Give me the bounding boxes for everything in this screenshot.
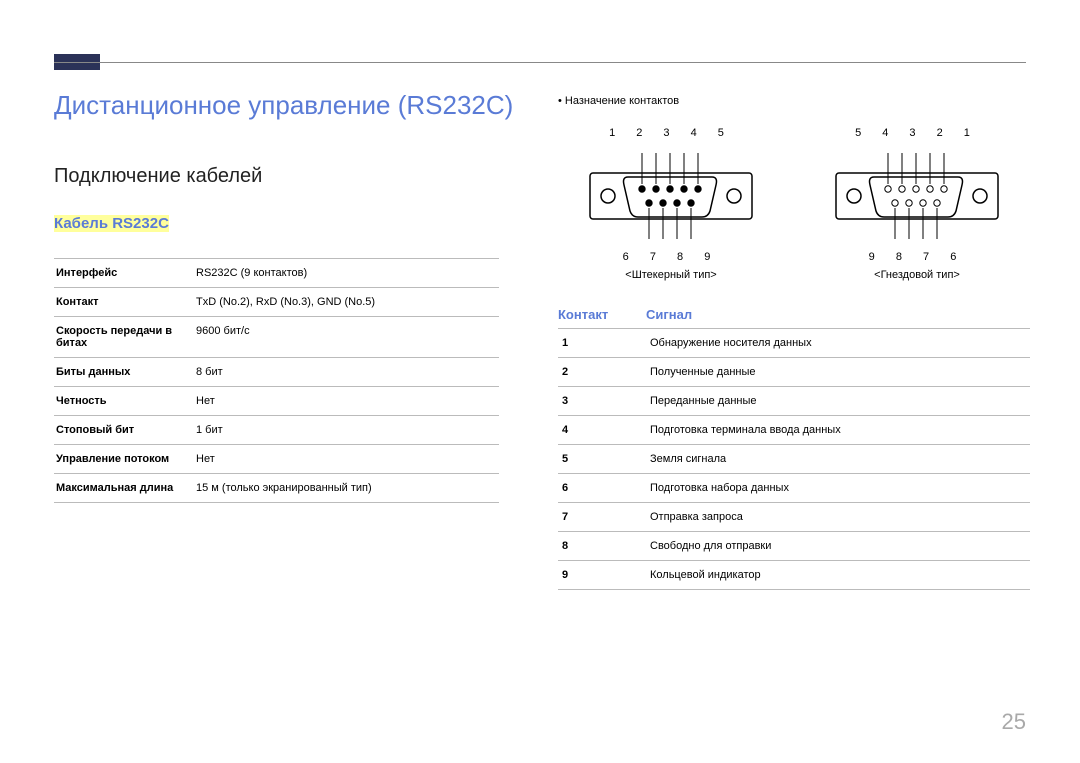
section-subtitle: Подключение кабелей	[54, 165, 262, 188]
signal-row: 1Обнаружение носителя данных	[558, 329, 1030, 358]
pin-numbers-bottom: 6 7 8 9	[558, 251, 784, 263]
header-rule	[54, 62, 1026, 63]
page-title: Дистанционное управление (RS232C)	[54, 90, 513, 121]
spec-table: ИнтерфейсRS232C (9 контактов)КонтактTxD …	[54, 258, 499, 503]
cable-section-title: Кабель RS232C	[54, 215, 169, 232]
spec-row: Управление потокомНет	[54, 445, 499, 474]
spec-row: КонтактTxD (No.2), RxD (No.3), GND (No.5…	[54, 288, 499, 317]
signal-row: 6Подготовка набора данных	[558, 474, 1030, 503]
signal-table: 1Обнаружение носителя данных2Полученные …	[558, 328, 1030, 590]
connector-label: <Штекерный тип>	[558, 269, 784, 281]
pin-numbers-top: 1 2 3 4 5	[558, 127, 784, 139]
page-number: 25	[1002, 709, 1026, 735]
signal-row: 3Переданные данные	[558, 387, 1030, 416]
connector-diagram: 1 2 3 4 5 6 7 8 9 <Штекерный тип>	[558, 127, 784, 281]
spec-row: ИнтерфейсRS232C (9 контактов)	[54, 259, 499, 288]
spec-row: Стоповый бит1 бит	[54, 416, 499, 445]
spec-row: Биты данных8 бит	[54, 358, 499, 387]
spec-row: Скорость передачи в битах9600 бит/с	[54, 317, 499, 358]
connector-label: <Гнездовой тип>	[804, 269, 1030, 281]
spec-row: ЧетностьНет	[54, 387, 499, 416]
signal-row: 2Полученные данные	[558, 358, 1030, 387]
pin-numbers-bottom: 9 8 7 6	[804, 251, 1030, 263]
spec-row: Максимальная длина15 м (только экраниров…	[54, 474, 499, 503]
signal-row: 9Кольцевой индикатор	[558, 561, 1030, 590]
pin-numbers-top: 5 4 3 2 1	[804, 127, 1030, 139]
signal-row: 4Подготовка терминала ввода данных	[558, 416, 1030, 445]
pin-assignment-bullet: Назначение контактов	[558, 95, 1030, 107]
connector-diagram: 5 4 3 2 1 9 8 7 6 <Гнездовой тип>	[804, 127, 1030, 281]
signal-row: 5Земля сигнала	[558, 445, 1030, 474]
signal-table-header: Контакт Сигнал	[558, 307, 1030, 328]
signal-row: 7Отправка запроса	[558, 503, 1030, 532]
signal-row: 8Свободно для отправки	[558, 532, 1030, 561]
